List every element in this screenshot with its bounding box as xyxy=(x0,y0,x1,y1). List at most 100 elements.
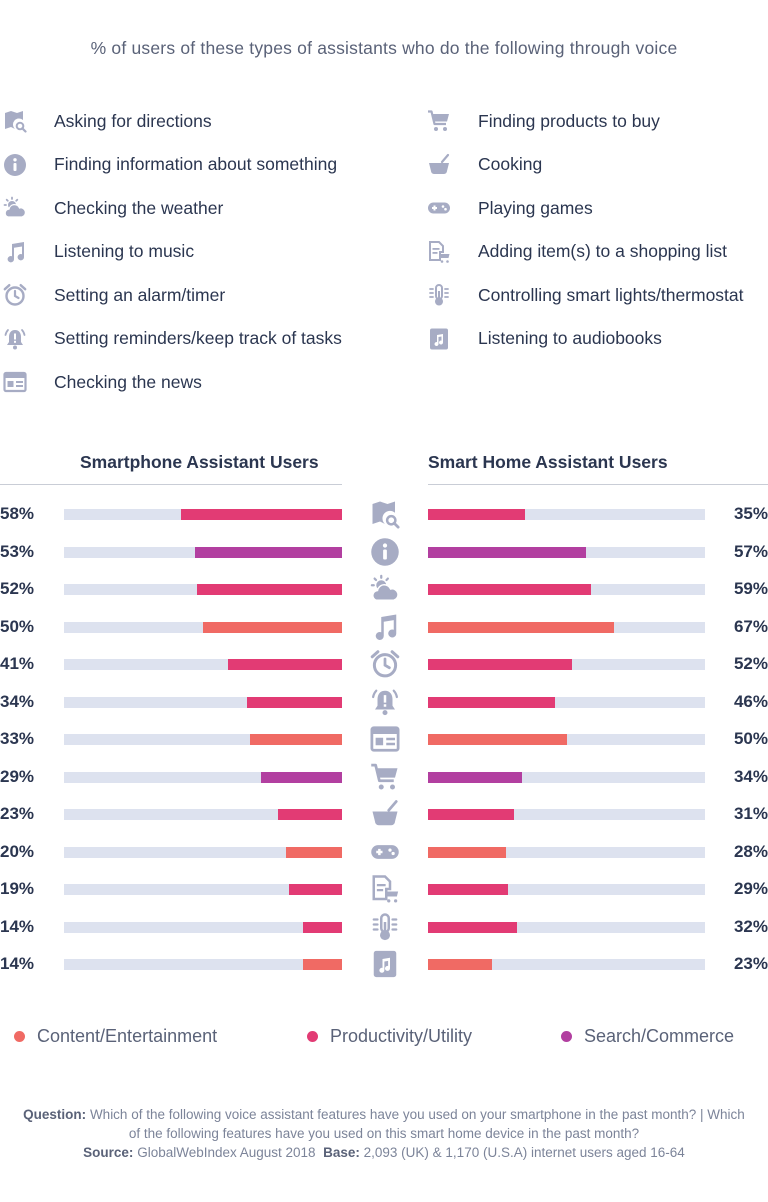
gamepad-icon xyxy=(424,195,454,221)
legend-label-search: Search/Commerce xyxy=(584,1026,735,1046)
smartphone-track xyxy=(64,921,342,933)
smart-home-bar xyxy=(428,546,586,558)
smart-home-bar xyxy=(428,696,556,708)
smartphone-value-label: 53% xyxy=(0,541,35,561)
key-label: Checking the news xyxy=(54,371,202,392)
key-item-right-2: Playing games xyxy=(424,194,593,222)
smart-home-value-label: 35% xyxy=(733,504,768,523)
legend-item-search: Search/Commerce xyxy=(561,1026,734,1047)
base-text: 2,093 (UK) & 1,170 (U.S.A) internet user… xyxy=(363,1145,685,1160)
smartphone-bar xyxy=(303,959,342,970)
smartphone-value-label: 19% xyxy=(0,879,35,898)
shopping-list-icon xyxy=(424,239,454,265)
smartphone-bar xyxy=(203,621,342,633)
smart-home-bar xyxy=(428,621,614,633)
smartphone-divider xyxy=(0,484,342,485)
smart-home-track xyxy=(428,921,705,933)
key-label: Cooking xyxy=(478,154,543,174)
smart-home-bar xyxy=(428,846,506,858)
cooking-pot-icon xyxy=(424,152,454,178)
key-label: Adding item(s) to a shopping list xyxy=(478,241,728,261)
smart-home-value-label: 59% xyxy=(733,579,768,598)
chart-title: % of users of these types of assistants … xyxy=(90,38,678,58)
smartphone-bar xyxy=(194,546,342,558)
key-label: Checking the weather xyxy=(54,197,224,218)
smartphone-track xyxy=(64,809,342,820)
music-note-icon xyxy=(370,614,400,640)
legend-item-productivity: Productivity/Utility xyxy=(307,1026,472,1047)
smart-home-track xyxy=(428,884,705,895)
smartphone-track xyxy=(64,734,342,745)
smartphone-bar xyxy=(286,846,342,858)
legend-dot-productivity xyxy=(307,1031,318,1042)
info-icon xyxy=(0,152,30,178)
legend: Content/Entertainment Productivity/Utili… xyxy=(0,1026,768,1052)
thermostat-icon xyxy=(424,282,454,308)
key-item-right-0: Finding products to buy xyxy=(424,107,660,135)
smartphone-value-label: 34% xyxy=(0,691,35,711)
music-note-icon xyxy=(0,239,30,265)
key-label: Finding information about something xyxy=(54,154,338,174)
smartphone-bar xyxy=(180,509,342,520)
smartphone-track xyxy=(64,771,342,783)
smartphone-value-label: 33% xyxy=(0,729,35,748)
key-item-left-6: Checking the news xyxy=(0,368,202,396)
key-item-right-1: Cooking xyxy=(424,151,542,179)
key-label: Controlling smart lights/thermostat xyxy=(478,284,744,305)
smartphone-track xyxy=(64,959,342,970)
smart-home-divider xyxy=(428,484,768,485)
info-icon xyxy=(370,537,400,566)
shopping-list-icon xyxy=(370,875,400,903)
newspaper-icon xyxy=(0,369,30,395)
smartphone-value-label: 29% xyxy=(0,766,35,786)
smart-home-value-label: 67% xyxy=(733,616,768,636)
smart-home-panel-title: Smart Home Assistant Users xyxy=(428,452,668,472)
smartphone-track xyxy=(64,884,342,895)
smart-home-track xyxy=(428,771,705,783)
smartphone-bar xyxy=(247,696,342,708)
key-item-left-5: Setting reminders/keep track of tasks xyxy=(0,325,342,353)
legend-item-content: Content/Entertainment xyxy=(14,1026,217,1047)
legend-dot-content xyxy=(14,1031,25,1042)
smart-home-track xyxy=(428,509,705,520)
smartphone-bar xyxy=(303,921,342,933)
key-label: Listening to music xyxy=(54,241,195,261)
smart-home-value-label: 29% xyxy=(733,879,768,898)
smart-home-track xyxy=(428,734,705,745)
smart-home-value-label: 31% xyxy=(733,804,768,823)
smart-home-value-label: 52% xyxy=(733,654,768,673)
smart-home-bar xyxy=(428,584,592,595)
question-label: Question: xyxy=(23,1107,87,1122)
key-label: Setting reminders/keep track of tasks xyxy=(54,328,342,348)
key-label: Playing games xyxy=(478,197,593,218)
smartphone-value-label: 41% xyxy=(0,654,35,673)
bell-alert-icon xyxy=(370,689,400,715)
smartphone-track xyxy=(64,696,342,708)
key-item-right-3: Adding item(s) to a shopping list xyxy=(424,238,727,266)
smart-home-track xyxy=(428,959,705,970)
key-label: Setting an alarm/timer xyxy=(54,284,226,305)
smart-home-bar xyxy=(428,884,509,895)
smart-home-bar xyxy=(428,659,573,670)
question-text: Which of the following voice assistant f… xyxy=(89,1107,745,1141)
map-search-icon xyxy=(0,108,30,134)
smart-home-bar xyxy=(428,734,567,745)
smartphone-bar xyxy=(197,584,342,595)
smart-home-bar xyxy=(428,509,525,520)
legend-dot-search xyxy=(561,1031,572,1042)
key-item-left-3: Listening to music xyxy=(0,238,194,266)
key-label: Listening to audiobooks xyxy=(478,328,662,348)
audiobook-icon xyxy=(424,326,454,352)
smartphone-value-label: 58% xyxy=(0,504,35,523)
smart-home-bar xyxy=(428,921,517,933)
smart-home-value-label: 34% xyxy=(733,766,768,786)
base-label: Base: xyxy=(323,1145,360,1160)
bell-alert-icon xyxy=(0,326,30,352)
source-label: Source: xyxy=(83,1145,134,1160)
smartphone-value-label: 14% xyxy=(0,954,35,973)
smartphone-bar xyxy=(261,771,342,783)
map-search-icon xyxy=(370,501,400,529)
smart-home-track xyxy=(428,846,705,858)
smart-home-bar xyxy=(428,809,514,820)
cart-icon xyxy=(370,763,400,790)
